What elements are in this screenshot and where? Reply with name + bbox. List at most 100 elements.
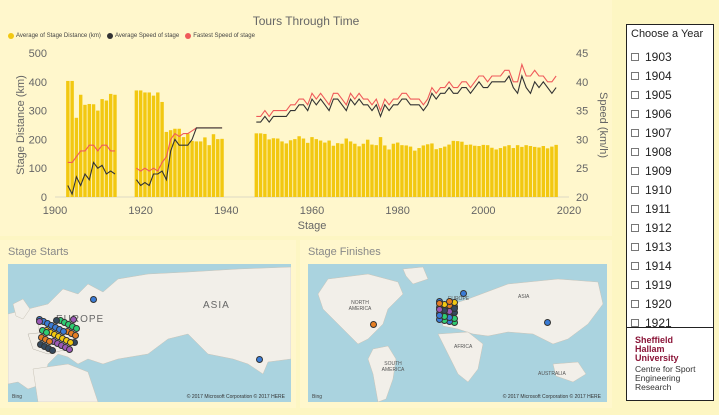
map-point[interactable] [90,296,97,303]
legend-item-0[interactable]: Average of Stage Distance (km) [8,33,101,39]
checkbox[interactable] [631,166,639,175]
x-tick-1940: 1940 [214,205,238,217]
bar-1963 [323,142,327,197]
map-label-asia: ASIA [518,294,530,300]
map-point[interactable] [446,298,453,305]
checkbox[interactable] [631,204,639,213]
bar-1974 [370,144,374,197]
checkbox[interactable] [631,280,639,289]
bar-1986 [421,145,426,197]
x-axis-label: Stage [298,220,327,232]
map-point[interactable] [73,325,80,332]
bar-1968 [344,138,348,197]
year-option-1903[interactable]: 1903 [631,47,713,66]
map-point[interactable] [36,318,43,325]
bar-1949 [263,133,267,197]
year-option-1907[interactable]: 1907 [631,123,713,142]
year-label: 1912 [645,220,672,235]
y-left-tick-100: 100 [29,163,47,175]
map-point[interactable] [67,339,74,346]
year-option-1909[interactable]: 1909 [631,161,713,180]
checkbox[interactable] [631,52,639,61]
bar-1906 [78,94,83,197]
map-point[interactable] [256,356,263,363]
bar-1920 [138,90,143,197]
checkbox[interactable] [631,318,639,327]
bar-1904 [70,80,74,197]
checkbox[interactable] [631,90,639,99]
year-option-1912[interactable]: 1912 [631,218,713,237]
map-point[interactable] [460,290,467,297]
bar-1919 [134,90,139,197]
year-option-1904[interactable]: 1904 [631,66,713,85]
x-tick-2020: 2020 [557,205,581,217]
bar-1989 [434,149,438,197]
y-right-tick-30: 30 [576,134,588,146]
bar-2005 [503,146,507,197]
bar-1921 [143,92,147,197]
map-point[interactable] [53,317,60,324]
checkbox[interactable] [631,128,639,137]
bar-1972 [361,143,366,197]
bar-1952 [276,138,280,197]
bar-1995 [460,141,464,197]
map-point[interactable] [60,328,67,335]
stage-finishes-map[interactable]: NORTH AMERICA EUROPE ASIA AFRICA SOUTH A… [308,264,607,402]
map-point[interactable] [544,319,551,326]
checkbox[interactable] [631,261,639,270]
checkbox[interactable] [631,299,639,308]
year-slicer: Choose a Year 1903 1904 1905 1906 1907 1908 19… [626,24,714,328]
bar-1927 [168,130,173,197]
map-point[interactable] [70,316,77,323]
map-point[interactable] [451,305,458,312]
checkbox[interactable] [631,71,639,80]
bar-1925 [160,101,164,197]
legend-item-1[interactable]: Average Speed of stage [106,33,179,39]
year-list[interactable]: 1903 1904 1905 1906 1907 1908 1909 1910 1911 1912… [631,47,713,327]
map-point[interactable] [436,312,443,319]
map-point[interactable] [46,338,53,345]
map-point[interactable] [66,346,73,353]
map-point[interactable] [49,347,56,354]
year-option-1921[interactable]: 1921 [631,313,713,327]
year-option-1905[interactable]: 1905 [631,85,713,104]
year-option-1911[interactable]: 1911 [631,199,713,218]
bar-1975 [374,145,378,197]
stage-starts-map[interactable]: EUROPE ASIA Bing © 2017 Microsoft Corpor… [8,264,291,402]
legend-item-2[interactable]: Fastest Speed of stage [185,33,255,39]
combo-chart[interactable]: 1900 1920 1940 1960 1980 2000 2020 0 100 200 300 40… [0,0,612,236]
year-label: 1910 [645,182,672,197]
bar-1981 [400,145,404,197]
bar-1971 [357,146,361,197]
checkbox[interactable] [631,147,639,156]
bar-1903 [66,80,70,197]
y-right-tick-45: 45 [576,48,588,60]
bar-1930 [181,137,186,197]
year-option-1906[interactable]: 1906 [631,104,713,123]
checkbox[interactable] [631,109,639,118]
checkbox[interactable] [631,223,639,232]
bar-1977 [383,145,387,197]
chart-legend: Average of Stage Distance (km) Average Sp… [8,33,255,39]
bar-1913 [108,93,113,197]
map-point[interactable] [72,332,79,339]
year-option-1920[interactable]: 1920 [631,294,713,313]
year-option-1910[interactable]: 1910 [631,180,713,199]
bar-1959 [306,142,310,197]
year-option-1914[interactable]: 1914 [631,256,713,275]
year-label: 1921 [645,315,672,328]
bar-2013 [537,147,541,197]
year-option-1913[interactable]: 1913 [631,237,713,256]
bar-1954 [284,143,289,197]
bar-1997 [468,144,473,197]
year-option-1908[interactable]: 1908 [631,142,713,161]
year-label: 1911 [645,201,671,216]
checkbox[interactable] [631,185,639,194]
y-right-tick-20: 20 [576,192,588,204]
bar-1936 [207,145,211,197]
bar-1923 [151,95,156,197]
map-point[interactable] [370,321,377,328]
checkbox[interactable] [631,242,639,251]
year-option-1919[interactable]: 1919 [631,275,713,294]
map-point[interactable] [43,329,50,336]
